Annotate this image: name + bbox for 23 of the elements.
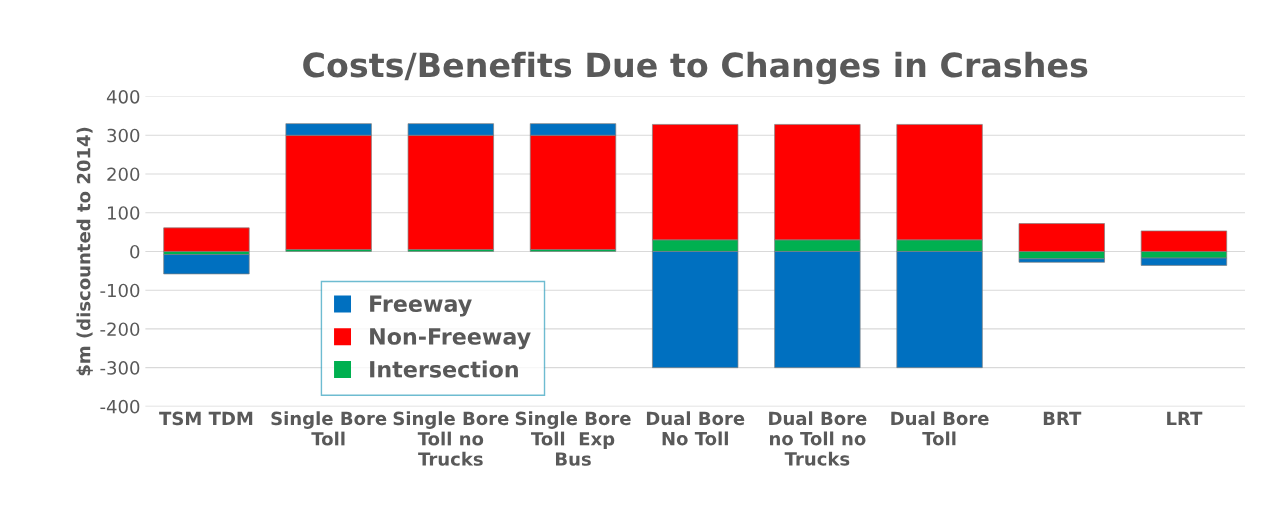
x-tick-label: TSM TDM — [159, 411, 253, 426]
y-tick-label: 400 — [106, 89, 140, 104]
x-tick-label: Single Bore Toll no Trucks — [393, 411, 509, 466]
x-tick-label: Dual Bore Toll — [891, 411, 989, 446]
y-tick-label: -300 — [100, 361, 140, 375]
x-tick-label: Single Bore Toll Exp Bus — [515, 411, 631, 466]
x-tick-label: Dual Bore No Toll — [646, 411, 745, 446]
y-tick-label: 0 — [130, 244, 140, 259]
legend-label: Freeway — [370, 295, 472, 317]
y-axis-title: $m (discounted to 2014) — [76, 127, 93, 376]
x-tick-label: LRT — [1167, 411, 1203, 425]
x-tick-label: Single Bore Toll — [271, 411, 387, 446]
y-tick-label: 100 — [108, 206, 140, 220]
y-tick-label: -100 — [100, 283, 140, 298]
y-tick-label: -200 — [100, 322, 140, 337]
legend-label: Non-Freeway — [370, 328, 531, 350]
y-tick-label: 300 — [107, 128, 140, 143]
x-tick-label: BRT — [1043, 411, 1082, 425]
legend-label: Intersection — [370, 360, 518, 378]
y-tick-label: 200 — [107, 167, 140, 182]
x-tick-label: Dual Bore no Toll no Trucks — [769, 411, 867, 466]
chart-title: Costs/Benefits Due to Changes in Crashes — [303, 51, 1088, 85]
y-tick-label: -400 — [100, 399, 140, 414]
